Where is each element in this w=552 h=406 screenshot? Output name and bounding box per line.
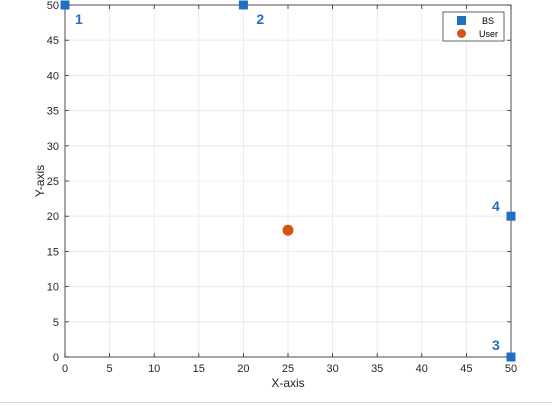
y-tick-labels: 0 5 10 15 20 25 30 35 40 45 50 — [47, 0, 59, 364]
x-tick-label: 10 — [148, 363, 160, 375]
y-tick-label: 30 — [47, 141, 59, 153]
bs-point-label: 2 — [256, 11, 264, 27]
x-tick-label: 45 — [460, 363, 472, 375]
legend-bs-marker — [457, 16, 466, 25]
bs-point-label: 1 — [75, 11, 83, 27]
bs-point-label: 4 — [492, 198, 500, 214]
legend: BS User — [442, 11, 505, 42]
y-tick-label: 35 — [47, 106, 59, 118]
y-tick-label: 20 — [47, 211, 59, 223]
user-marker — [282, 224, 294, 236]
bs-marker — [60, 0, 70, 10]
bs-marker — [506, 211, 516, 221]
data-points — [60, 0, 516, 362]
bs-point-label: 3 — [492, 337, 500, 353]
x-tick-label: 20 — [237, 363, 249, 375]
y-tick-label: 25 — [47, 176, 59, 188]
x-tick-labels: 0 5 10 15 20 25 30 35 40 45 50 — [62, 363, 517, 375]
x-tick-label: 40 — [416, 363, 428, 375]
x-tick-label: 30 — [326, 363, 338, 375]
bs-marker — [506, 352, 516, 362]
x-tick-label: 35 — [371, 363, 383, 375]
legend-bs-label: BS — [482, 16, 494, 26]
y-axis-label: Y-axis — [33, 165, 47, 197]
x-tick-label: 50 — [505, 363, 517, 375]
bottom-divider — [0, 402, 552, 403]
y-tick-label: 40 — [47, 70, 59, 82]
legend-user-label: User — [479, 29, 498, 39]
x-tick-label: 15 — [193, 363, 205, 375]
y-tick-label: 15 — [47, 246, 59, 258]
x-tick-label: 5 — [107, 363, 113, 375]
y-tick-label: 5 — [53, 317, 59, 329]
x-tick-label: 0 — [62, 363, 68, 375]
y-tick-label: 45 — [47, 35, 59, 47]
bs-marker — [238, 0, 248, 10]
x-tick-label: 25 — [282, 363, 294, 375]
data-point-labels: 1 2 3 4 — [75, 11, 500, 353]
y-tick-label: 50 — [47, 0, 59, 12]
y-tick-label: 10 — [47, 282, 59, 294]
legend-user-marker — [457, 29, 466, 38]
legend-box — [442, 11, 505, 42]
x-axis-label: X-axis — [271, 376, 304, 390]
y-tick-label: 0 — [53, 352, 59, 364]
